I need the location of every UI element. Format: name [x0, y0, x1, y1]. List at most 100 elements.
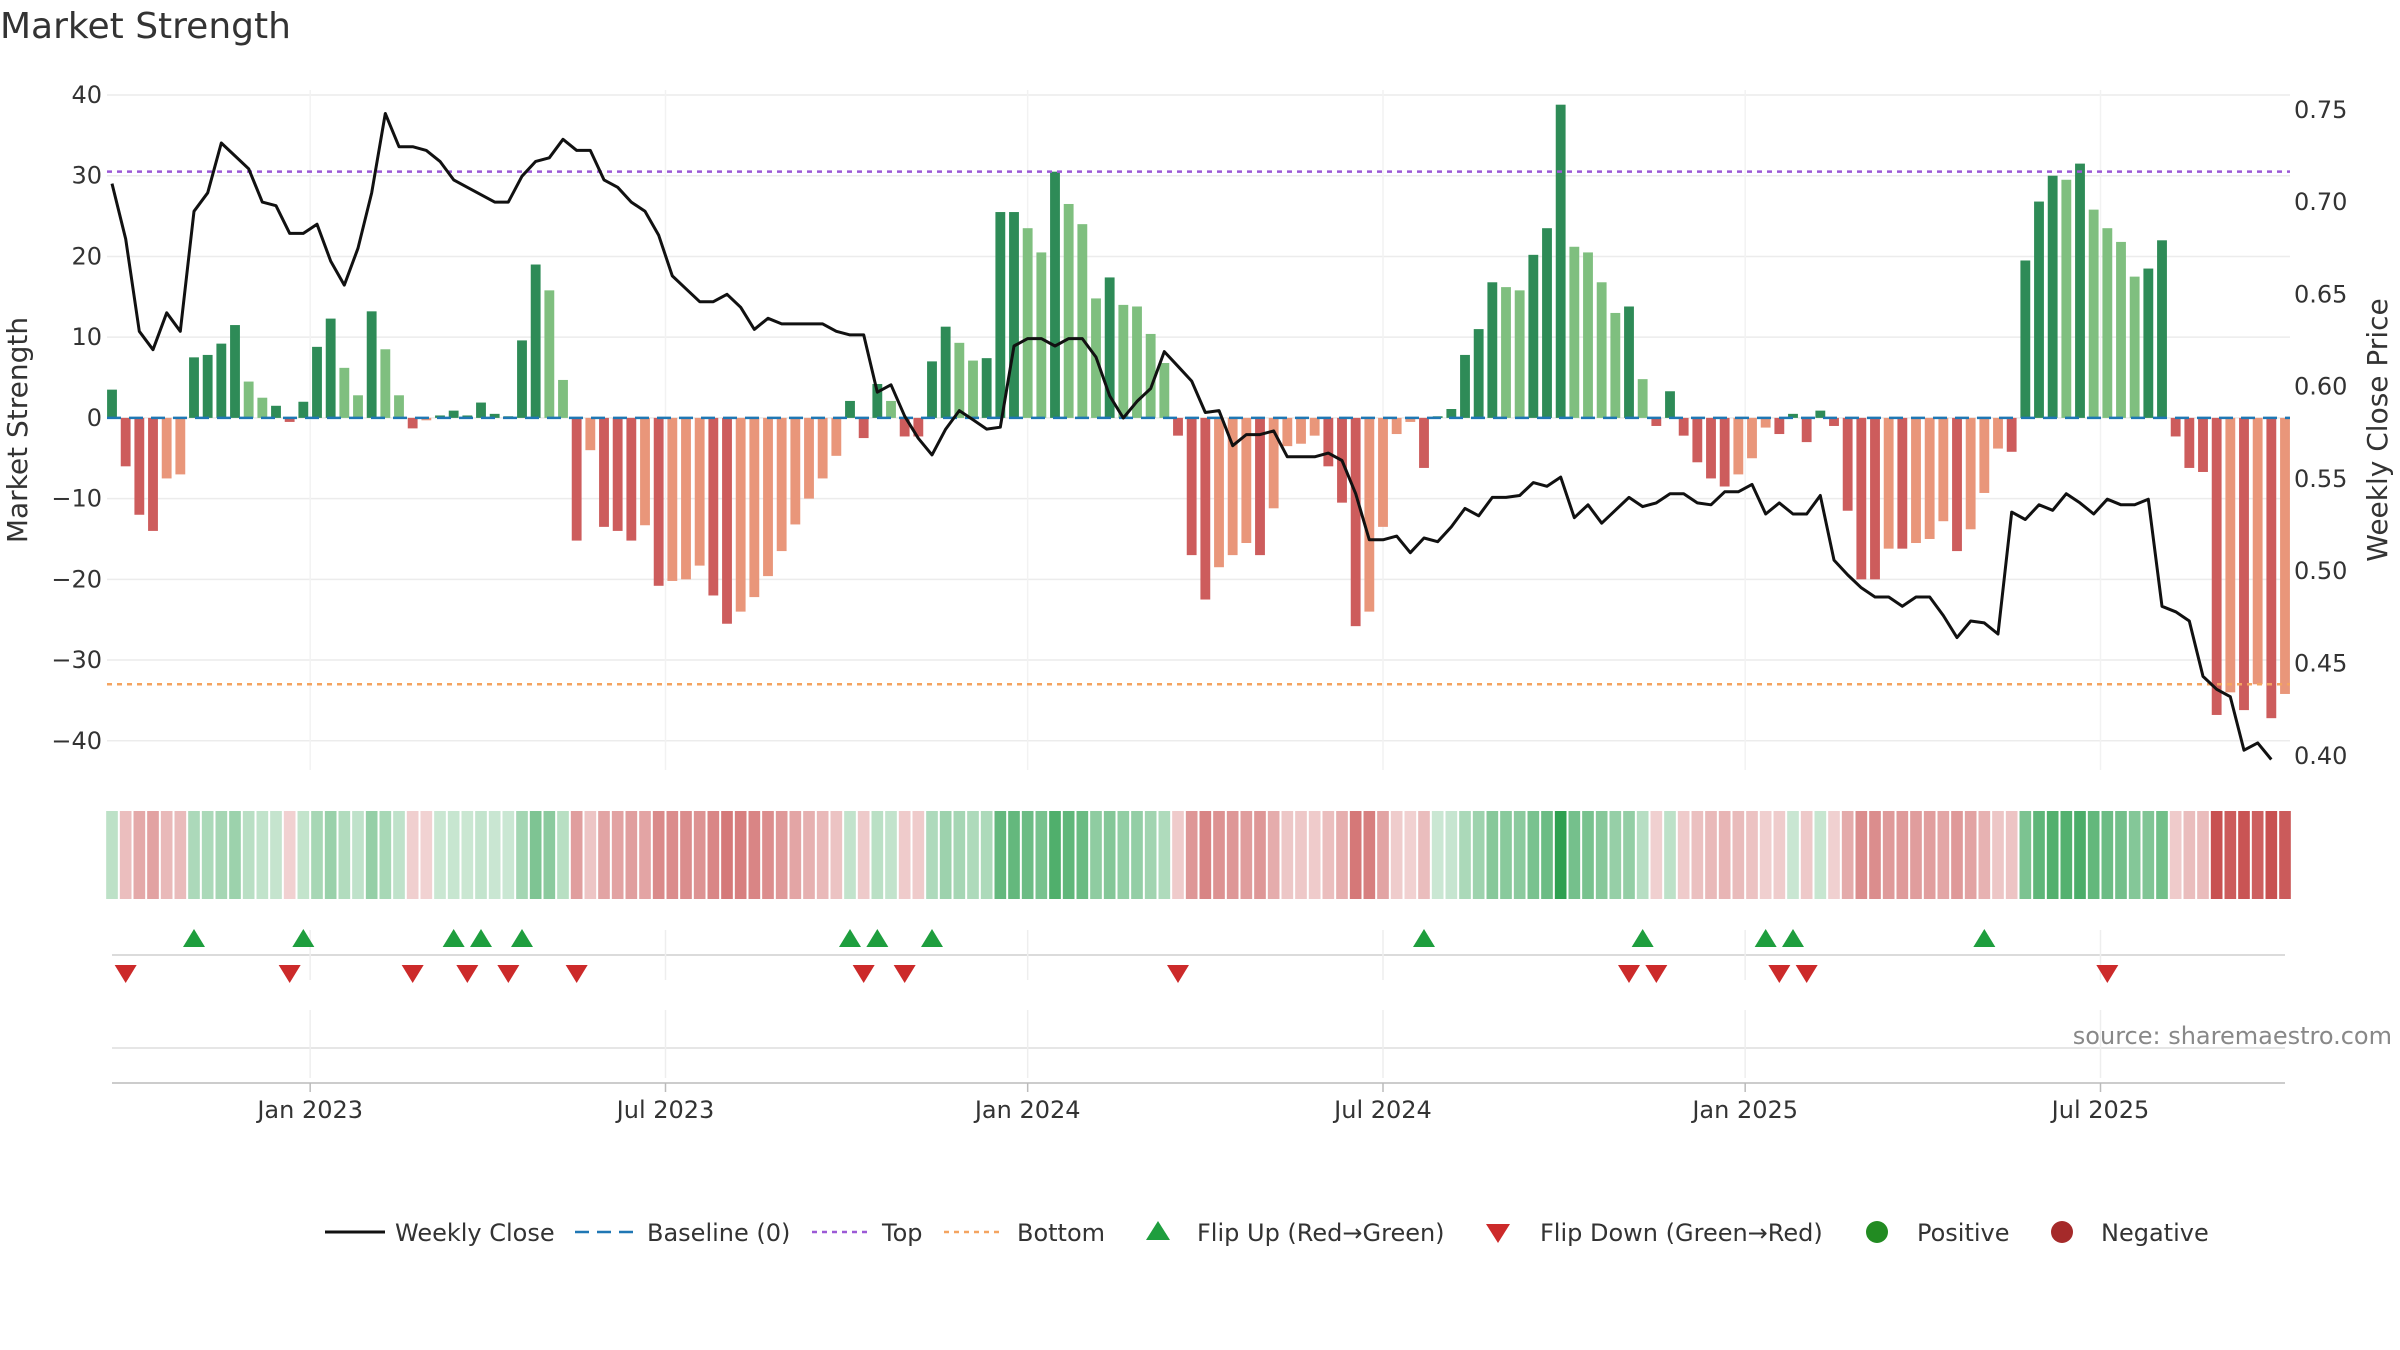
- strength-bar: [1952, 417, 1962, 552]
- strip-cell: [734, 811, 747, 899]
- strip-cell: [1021, 811, 1034, 899]
- strength-bar: [2280, 417, 2290, 694]
- strip-cell: [1978, 811, 1991, 899]
- strength-bar: [1118, 304, 1129, 418]
- chart-title: Market Strength: [0, 6, 291, 47]
- strip-cell: [1199, 811, 1212, 899]
- flip-down-marker: [497, 965, 520, 983]
- flip-markers-panel: [112, 929, 2285, 1084]
- strength-bar: [1063, 203, 1074, 418]
- strip-cell: [1554, 811, 1567, 899]
- strip-cell: [2142, 811, 2155, 899]
- strength-bar: [1514, 290, 1525, 418]
- strip-cell: [160, 811, 173, 899]
- strip-cell: [1759, 811, 1772, 899]
- right-tick-label: 0.75: [2294, 96, 2347, 124]
- strength-bar: [722, 417, 732, 624]
- x-tick-label: Jul 2024: [1332, 1096, 1432, 1124]
- strength-bar: [366, 311, 377, 418]
- strength-bar: [1801, 417, 1812, 443]
- strip-cell: [270, 811, 282, 899]
- strip-cell: [447, 811, 460, 899]
- strength-bar: [1760, 417, 1771, 428]
- flip-up-marker: [839, 929, 861, 947]
- flip-down-marker: [1795, 965, 1818, 983]
- strip-cell: [1390, 811, 1403, 899]
- strength-bar: [2225, 417, 2236, 693]
- strip-cell: [1377, 811, 1389, 899]
- strip-cell: [1336, 811, 1348, 899]
- strip-cell: [1431, 811, 1444, 899]
- strength-bar: [1993, 417, 2003, 449]
- left-tick-label: 10: [71, 323, 102, 351]
- gridlines: [107, 90, 2290, 770]
- flip-down-marker: [401, 965, 424, 983]
- strength-bar: [1610, 312, 1621, 418]
- strip-cell: [1062, 811, 1075, 899]
- strength-bar: [1405, 417, 1416, 422]
- strength-bar: [476, 402, 486, 418]
- strip-cell: [1295, 811, 1307, 899]
- strength-bar: [530, 264, 541, 418]
- strip-cell: [611, 811, 624, 899]
- strip-cell: [1185, 811, 1198, 899]
- strength-bar: [1583, 252, 1593, 418]
- right-tick-label: 0.40: [2294, 742, 2347, 770]
- strip-cell: [352, 811, 364, 899]
- flip-up-marker: [921, 929, 943, 947]
- flip-up-marker: [183, 929, 205, 947]
- right-axis-title: Weekly Close Price: [2361, 298, 2394, 561]
- strip-cell: [215, 811, 228, 899]
- strength-bar: [599, 417, 609, 527]
- strip-cell: [1472, 811, 1485, 899]
- left-axis-ticks: 40 30 20 10 0 −10 −20 −30 −40: [51, 81, 102, 755]
- left-axis-title: Market Strength: [1, 317, 34, 543]
- strength-bar: [899, 417, 910, 437]
- strip-cell: [1582, 811, 1594, 899]
- strip-cell: [1144, 811, 1157, 899]
- strength-bar: [2157, 240, 2167, 418]
- strip-cell: [1035, 811, 1048, 899]
- strength-bar: [2143, 268, 2154, 418]
- strip-cell: [789, 811, 802, 899]
- strength-bar: [1255, 417, 1265, 556]
- strip-cell: [1090, 811, 1102, 899]
- strength-bar: [2239, 417, 2249, 711]
- strip-cell: [1404, 811, 1417, 899]
- strength-bar: [667, 417, 678, 581]
- strip-cell: [1117, 811, 1130, 899]
- strip-cell: [461, 811, 474, 899]
- x-axis-ticks: Jan 2023 Jul 2023 Jan 2024 Jul 2024 Jan 2025…: [255, 1083, 2149, 1124]
- strip-cell: [2265, 811, 2278, 899]
- strip-cell: [1049, 811, 1061, 899]
- strip-cell: [707, 811, 720, 899]
- strength-bar: [2020, 260, 2031, 418]
- strength-bar: [1036, 252, 1047, 418]
- strength-bar: [571, 417, 582, 541]
- strip-cell: [1882, 811, 1895, 899]
- strength-bar: [517, 340, 527, 418]
- strength-bar: [1077, 224, 1088, 418]
- strength-bar: [585, 417, 596, 451]
- strip-cell: [1349, 811, 1362, 899]
- strip-cell: [2101, 811, 2114, 899]
- strength-bar: [1200, 417, 1211, 600]
- legend-swatch-negative: [2051, 1221, 2073, 1243]
- strip-cell: [2060, 811, 2073, 899]
- strip-cell: [201, 811, 214, 899]
- strength-bar: [1542, 228, 1552, 418]
- strip-cell: [2046, 811, 2059, 899]
- strip-cell: [283, 811, 296, 899]
- strength-bar: [1528, 254, 1539, 418]
- strength-bar: [872, 383, 883, 418]
- strength-bar: [1009, 212, 1019, 418]
- strength-bar: [1309, 417, 1320, 436]
- strip-cell: [1869, 811, 1881, 899]
- strip-cell: [1445, 811, 1458, 899]
- strength-bar: [1924, 417, 1935, 539]
- strength-bar: [380, 349, 391, 418]
- strip-cell: [857, 811, 870, 899]
- strip-cell: [420, 811, 433, 899]
- strength-bar: [1268, 417, 1279, 509]
- strength-bar: [694, 417, 705, 566]
